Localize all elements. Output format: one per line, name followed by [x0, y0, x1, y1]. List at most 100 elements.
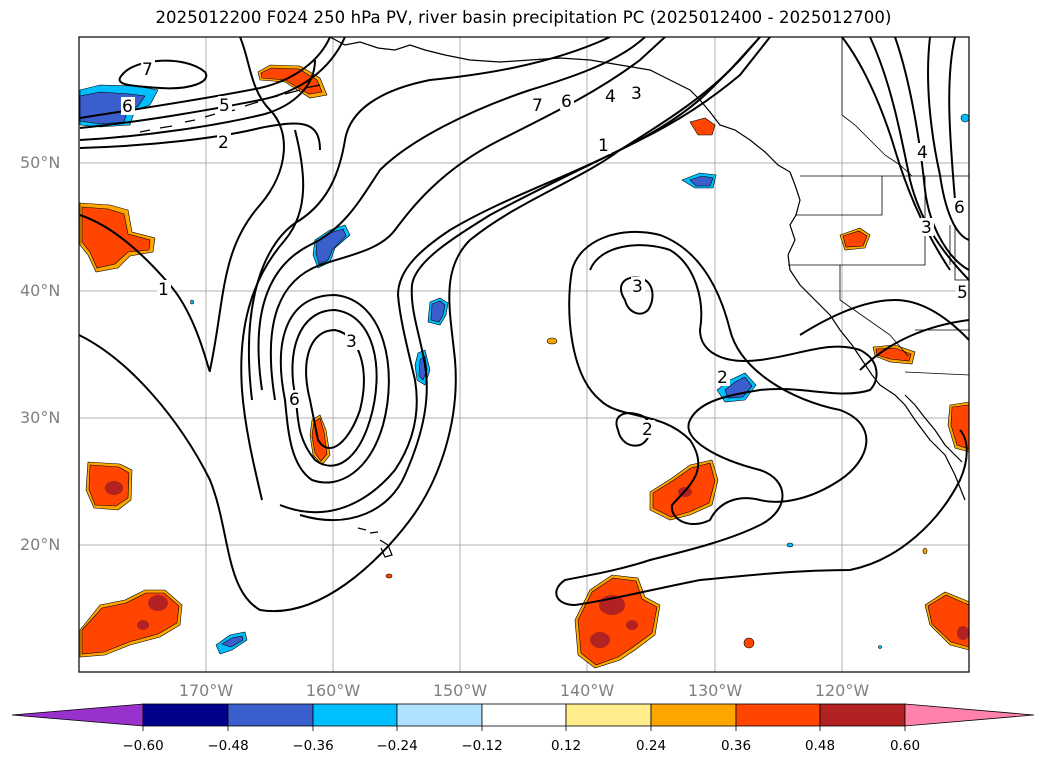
contour-label: 7	[142, 60, 153, 80]
lon-label-170w: 170°W	[178, 681, 234, 700]
contour-label: 5	[219, 96, 230, 116]
contour-label: 4	[917, 143, 928, 163]
coastlines	[109, 37, 966, 558]
contour-label: 6	[561, 92, 572, 112]
lon-label-120w: 120°W	[814, 681, 870, 700]
pv-contour-east	[799, 298, 969, 341]
colorbar-tick: 0.12	[550, 738, 582, 754]
precip-patch	[385, 573, 393, 579]
pv-contour	[79, 37, 346, 129]
precip-patch	[743, 637, 755, 649]
pv-contour-3-region	[568, 230, 868, 525]
pv-contour-2-region	[555, 244, 968, 607]
mexico-border	[904, 371, 969, 376]
contour-label: 5	[957, 283, 968, 303]
precip-patch	[546, 337, 558, 345]
colorbar-tick: 0.24	[635, 738, 667, 754]
pv-contour	[79, 122, 321, 151]
contour-label: 2	[218, 133, 229, 153]
contour-label: 2	[717, 368, 728, 388]
precip-patch	[689, 175, 714, 187]
precip-core	[626, 620, 638, 630]
contour-label: 6	[289, 390, 300, 410]
colorbar-tick: −0.24	[376, 738, 418, 754]
colorbar-tick: 0.60	[889, 738, 921, 754]
colorbar-segment	[819, 703, 906, 727]
pv-contour-east	[869, 37, 969, 281]
precip-patch	[786, 542, 794, 548]
pv-contour	[240, 129, 305, 501]
alaska-coast	[329, 37, 791, 173]
map-frame	[78, 36, 970, 673]
colorbar-extend-low	[11, 703, 144, 727]
contour-label: 3	[346, 332, 357, 352]
pv-contour-1	[79, 37, 285, 373]
pv-contour	[79, 59, 316, 141]
contour-label: 6	[122, 97, 133, 117]
contour-label: 4	[605, 87, 616, 107]
positive-precip-patches	[79, 64, 969, 669]
us-west-coast	[787, 254, 966, 501]
precip-patch	[922, 547, 928, 555]
colorbar-segment	[142, 703, 229, 727]
contour-label: 2	[642, 420, 653, 440]
pv-contour	[299, 37, 771, 521]
precip-core	[148, 595, 168, 611]
pv-contour-east	[894, 37, 969, 271]
pv-contour	[279, 293, 390, 484]
pv-contour-labels: 7 6 5 2 1 3 6 7 6 4 3 1 3 2	[121, 60, 968, 440]
colorbar-segment	[735, 703, 821, 727]
colorbar-segment	[312, 703, 398, 727]
colorbar-tick: −0.12	[461, 738, 503, 754]
pv-contour	[248, 37, 611, 401]
precip-patch	[190, 299, 194, 305]
lon-label-130w: 130°W	[687, 681, 743, 700]
colorbar-segment	[650, 703, 737, 727]
colorbar-tick: 0.36	[720, 738, 752, 754]
colorbar-tick: −0.48	[207, 738, 249, 754]
pv-contour	[291, 308, 378, 467]
pv-contour-east	[859, 319, 969, 371]
british-columbia-coast	[787, 171, 801, 256]
lon-label-140w: 140°W	[559, 681, 615, 700]
pv-contour-1-big	[79, 37, 761, 613]
precip-patch	[878, 645, 882, 649]
precip-core	[105, 481, 123, 495]
lat-label-40n: 40°N	[20, 281, 61, 300]
colorbar-tick: −0.60	[122, 738, 164, 754]
colorbar-segment	[227, 703, 314, 727]
colorbar-segment	[565, 703, 652, 727]
precip-patch	[960, 113, 969, 123]
lon-label-150w: 150°W	[432, 681, 488, 700]
precip-patch	[430, 300, 446, 323]
colorbar-tick: −0.36	[292, 738, 334, 754]
contour-label: 3	[631, 84, 642, 104]
colorbar-extend-high	[904, 703, 1035, 727]
contour-label: 1	[158, 280, 169, 300]
contour-label: 3	[921, 218, 932, 238]
lat-label-20n: 20°N	[20, 535, 61, 554]
pv-contour	[279, 37, 761, 514]
colorbar-tick: 0.48	[804, 738, 836, 754]
precip-patch	[221, 635, 244, 648]
lat-label-30n: 30°N	[20, 408, 61, 427]
colorbar-segment	[396, 703, 483, 727]
precip-core	[137, 620, 149, 630]
negative-precip-patches	[79, 84, 969, 655]
pv-contour	[257, 37, 646, 391]
contour-label: 1	[598, 136, 609, 156]
precip-core	[957, 626, 969, 640]
state-border	[788, 176, 926, 266]
contour-label: 7	[532, 96, 543, 116]
contour-label: 3	[632, 277, 643, 297]
state-border	[839, 265, 909, 357]
pv-contour-east	[841, 37, 951, 271]
colorbar	[11, 703, 1035, 731]
contour-label: 6	[954, 198, 965, 218]
pv-contour-east	[948, 37, 956, 201]
pv-contour-inner-vortex	[305, 328, 365, 450]
pv-contour-7-loop	[118, 59, 208, 90]
lon-label-160w: 160°W	[305, 681, 361, 700]
precip-core	[590, 632, 610, 648]
